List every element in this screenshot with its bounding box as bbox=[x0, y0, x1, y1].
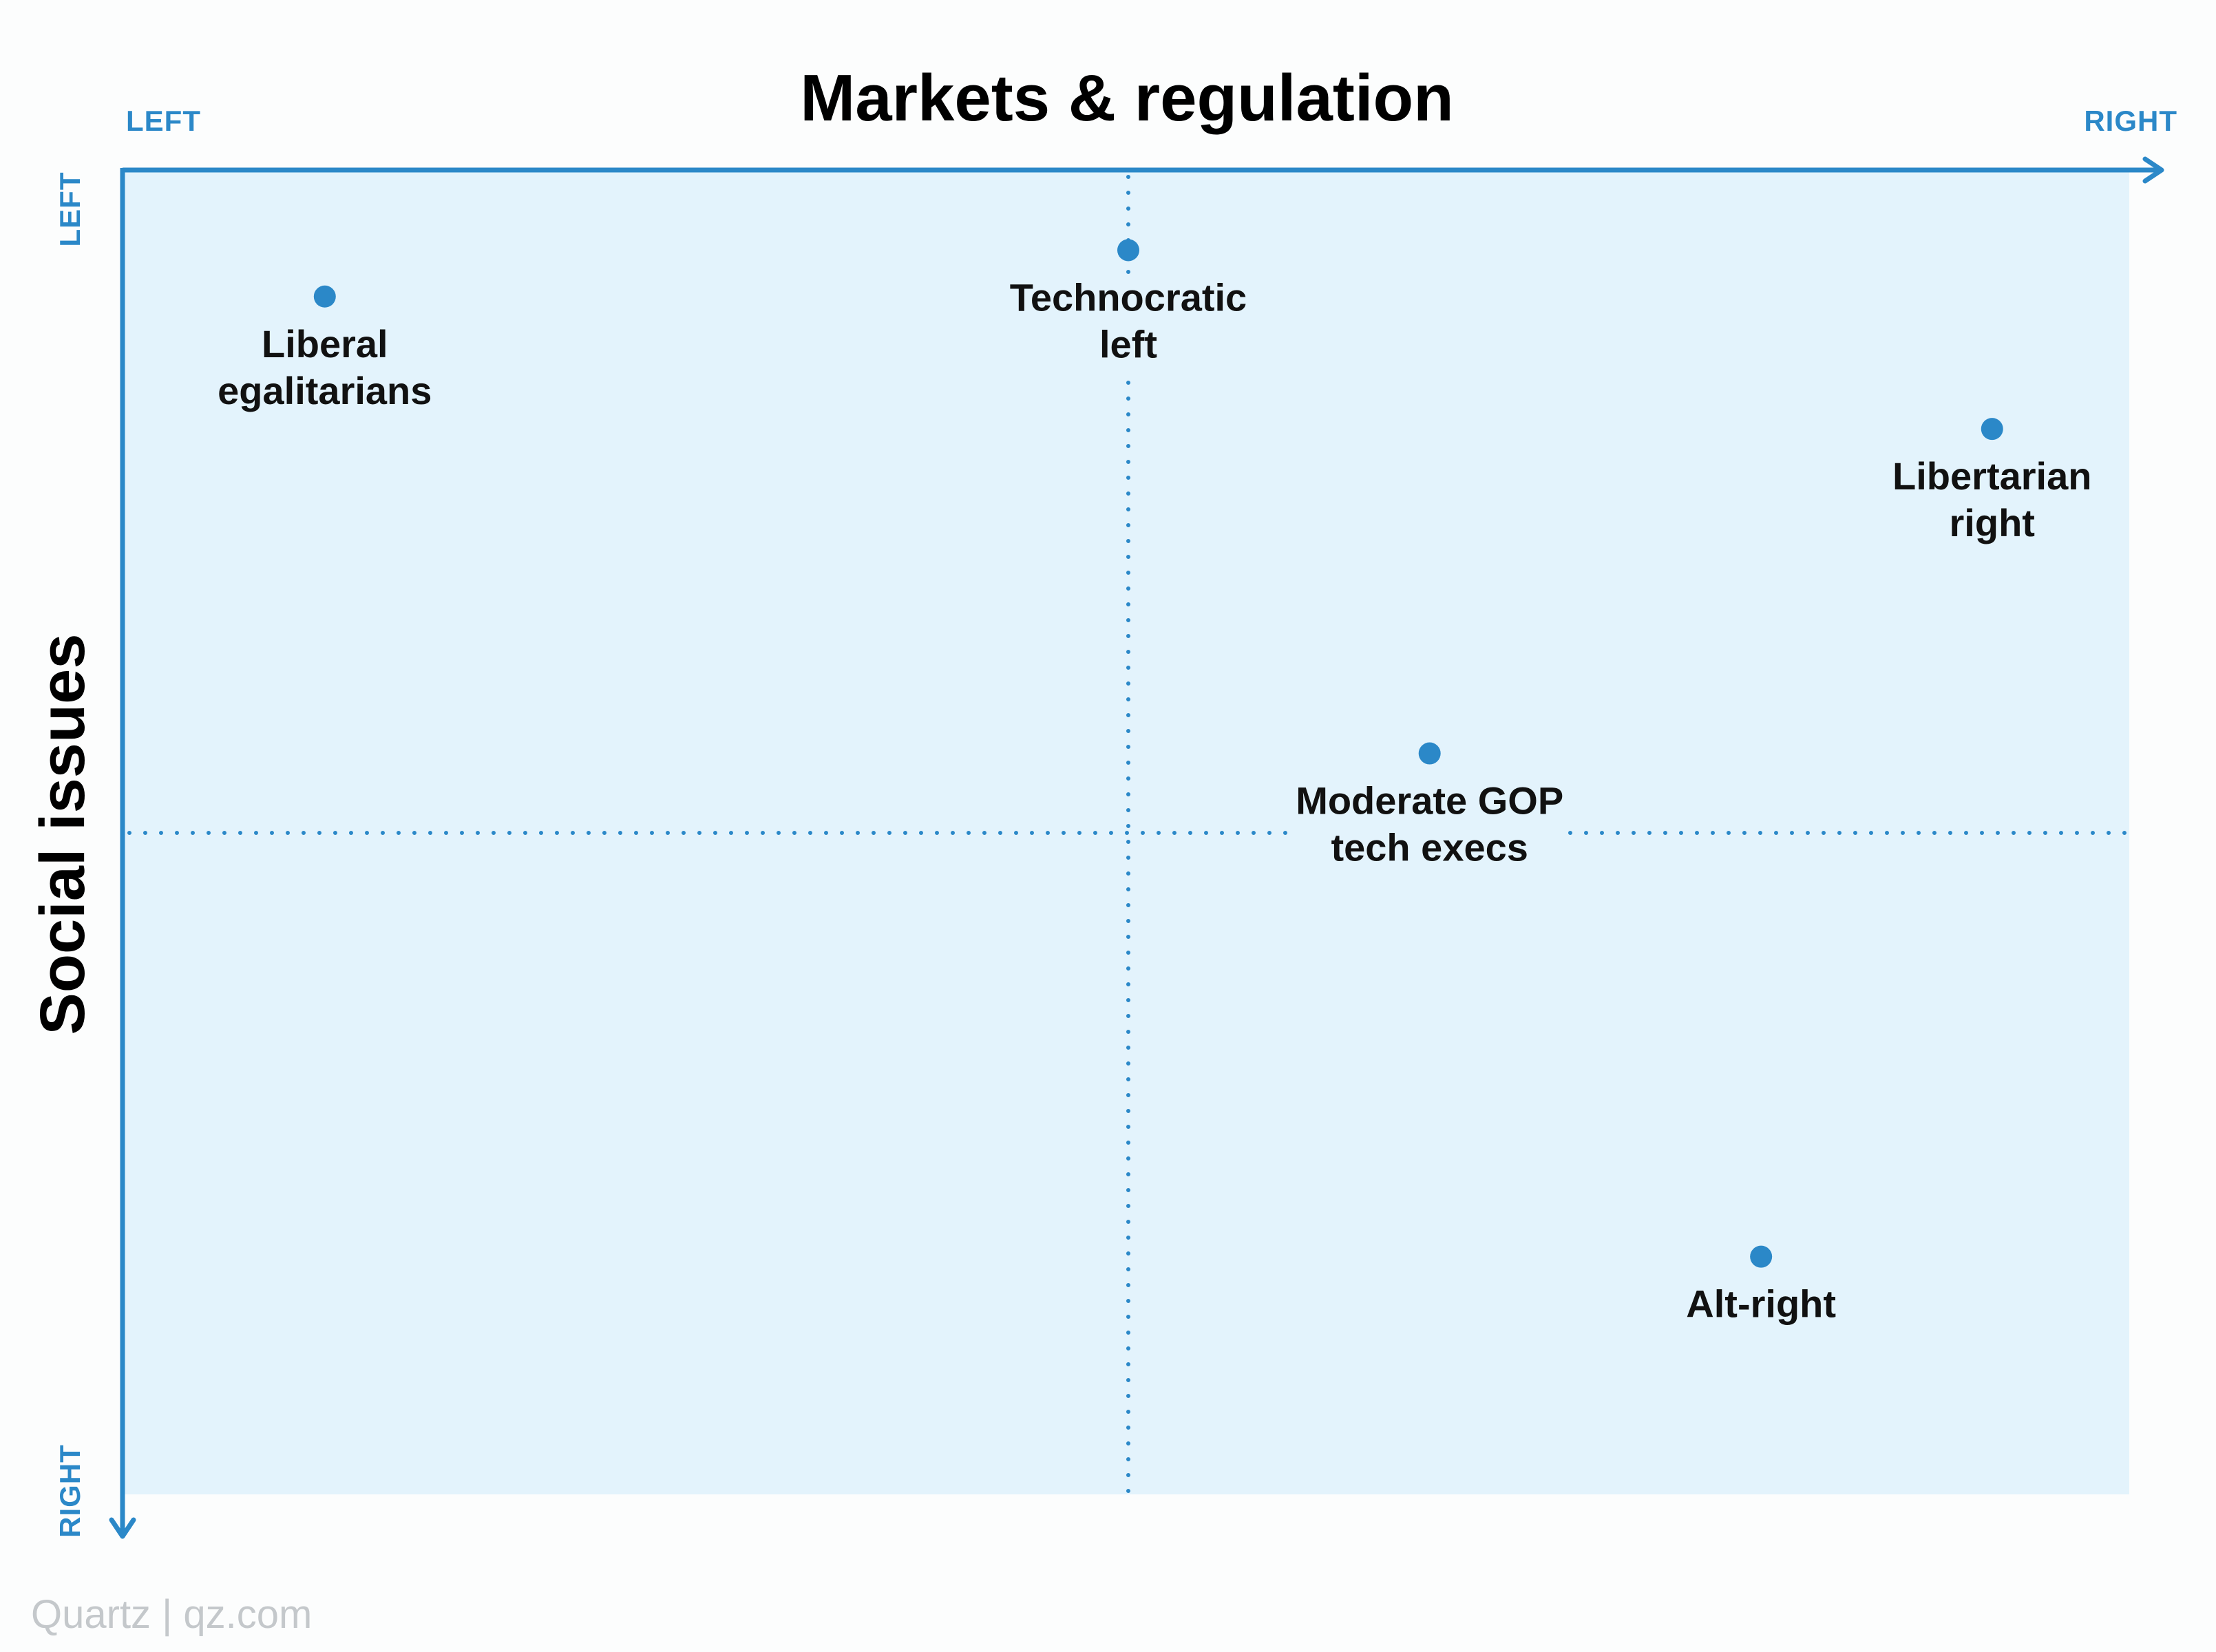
data-point-label: Alt-right bbox=[1686, 1282, 1836, 1326]
x-axis-left-label: LEFT bbox=[126, 105, 201, 137]
x-axis-right-label: RIGHT bbox=[2084, 105, 2177, 137]
data-point-label-line: left bbox=[1099, 322, 1157, 366]
data-point-group: Liberal egalitarians bbox=[186, 285, 463, 416]
data-point-group: Libertarian right bbox=[1864, 418, 2120, 549]
y-axis-bottom-label: RIGHT bbox=[54, 1444, 86, 1538]
data-point-label-line: Liberal bbox=[262, 322, 388, 366]
data-point-label: Moderate GOP tech execs bbox=[1296, 779, 1563, 869]
point-label-background bbox=[186, 321, 463, 416]
data-point bbox=[1750, 1245, 1773, 1268]
y-axis bbox=[109, 168, 136, 1539]
data-point-group: Alt-right bbox=[1654, 1245, 1868, 1330]
data-point-label: Libertarian right bbox=[1892, 454, 2091, 544]
data-point-label-line: Moderate GOP bbox=[1296, 779, 1563, 823]
chart-title: Markets & regulation bbox=[800, 61, 1454, 135]
x-axis-arrowhead bbox=[2142, 156, 2164, 184]
data-point bbox=[1981, 418, 2003, 441]
data-point-label-line: right bbox=[1950, 501, 2035, 544]
point-label-background bbox=[1654, 1281, 1868, 1330]
data-point-label: Liberal egalitarians bbox=[218, 322, 432, 412]
data-point-label-line: Technocratic bbox=[1010, 275, 1247, 319]
point-label-background bbox=[1864, 454, 2120, 549]
data-point-group: Technocratic left bbox=[990, 239, 1267, 370]
data-point bbox=[1418, 742, 1441, 765]
point-label-background bbox=[990, 275, 1267, 370]
data-point-label-line: egalitarians bbox=[218, 369, 432, 412]
data-point-label: Technocratic left bbox=[1010, 275, 1247, 366]
quadrant-divider-lines bbox=[127, 175, 2131, 1496]
data-point-label-line: Alt-right bbox=[1686, 1282, 1836, 1326]
data-point-label-line: tech execs bbox=[1331, 826, 1528, 869]
y-axis-arrowhead bbox=[109, 1517, 136, 1539]
data-point-label-line: Libertarian bbox=[1892, 454, 2091, 498]
y-axis-title: Social issues bbox=[28, 634, 98, 1035]
data-point bbox=[313, 285, 336, 308]
data-point-group: Moderate GOP tech execs bbox=[1291, 742, 1568, 873]
y-axis-top-label: LEFT bbox=[54, 172, 86, 247]
point-label-background bbox=[1291, 778, 1568, 873]
x-axis bbox=[123, 156, 2164, 184]
data-point bbox=[1117, 239, 1139, 262]
data-points: Liberal egalitarians Technocratic left Liber… bbox=[186, 239, 2120, 1330]
credit-text: Quartz | qz.com bbox=[31, 1592, 312, 1637]
